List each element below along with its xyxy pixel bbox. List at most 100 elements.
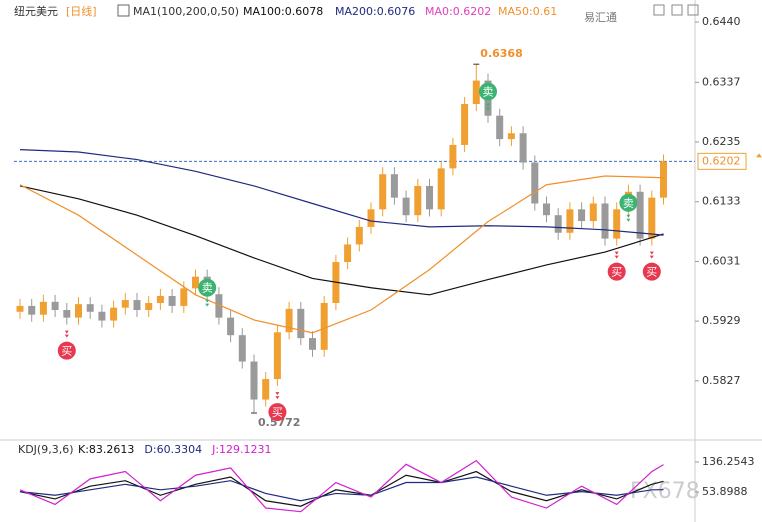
y-tick-label: 0.6440 <box>702 15 741 28</box>
series-line <box>19 149 664 236</box>
candle-body <box>250 361 258 400</box>
icon[interactable] <box>117 4 130 17</box>
candle-body <box>414 185 422 216</box>
tool-icon[interactable] <box>687 4 699 16</box>
indicator: MA1(100,200,0,50) <box>133 5 239 18</box>
candle-body <box>379 174 387 210</box>
signal-arrows <box>649 251 654 259</box>
candle-body <box>63 310 71 318</box>
candle-body <box>168 295 176 306</box>
legend-entry: K:83.2613 <box>78 443 134 456</box>
signal-label: 买 <box>611 266 622 279</box>
candle-body <box>320 302 328 350</box>
legend-entry: MA100:0.6078 <box>243 5 323 18</box>
candle-body <box>262 379 270 400</box>
candle-body <box>238 335 246 362</box>
candle-body <box>297 308 305 339</box>
plot-area <box>14 64 695 414</box>
candle-body <box>437 168 445 210</box>
y-tick-label: 0.6133 <box>702 195 741 208</box>
candle-body <box>285 308 293 333</box>
candle-body <box>390 174 398 198</box>
extreme-label: 0.6368 <box>480 47 522 60</box>
candle-body <box>227 317 235 336</box>
candle-body <box>355 226 363 245</box>
price-label: 0.6202 <box>702 154 741 167</box>
signal-marker <box>619 193 638 212</box>
signal-arrows <box>486 103 490 111</box>
candle-body <box>309 338 316 350</box>
candle-body <box>180 288 188 306</box>
candle-body <box>110 307 118 321</box>
series-line <box>19 185 664 296</box>
signal-arrows <box>614 251 619 259</box>
toolbar <box>653 4 699 16</box>
y-tick-label: 0.5827 <box>702 374 741 387</box>
signal-arrows <box>626 214 631 222</box>
candle-body <box>496 115 504 140</box>
signal-label: 卖 <box>483 86 494 99</box>
legend-entry: MA200:0.6076 <box>335 5 415 18</box>
candle-body <box>133 300 141 311</box>
candle-body <box>519 133 527 163</box>
y-tick-label: 0.6235 <box>702 135 741 148</box>
legend-entry: J:129.1231 <box>211 443 271 456</box>
period: [日线] <box>66 4 97 18</box>
extreme-label: 0.5772 <box>258 416 300 429</box>
candle-body <box>566 209 574 233</box>
candle-body <box>601 203 609 239</box>
candle-body <box>554 215 562 233</box>
chart-title: 纽元美元 <box>14 4 58 18</box>
signal-marker <box>198 278 217 297</box>
signal-arrows <box>275 392 280 400</box>
candle-body <box>648 197 656 239</box>
candle-body <box>461 103 469 145</box>
signal-label: 卖 <box>202 282 213 295</box>
series-line <box>19 459 664 513</box>
candle-body <box>121 300 129 308</box>
signal-label: 卖 <box>623 197 634 210</box>
candle-body <box>543 203 550 216</box>
candle-body <box>273 332 281 380</box>
candle-body <box>192 276 199 289</box>
candle-body <box>578 209 586 222</box>
series-line <box>19 476 664 502</box>
candle-body <box>86 304 94 312</box>
candle-body <box>28 305 36 315</box>
candle-body <box>531 162 539 204</box>
signal-marker <box>268 403 287 422</box>
kdj-title: KDJ(9,3,6) <box>18 443 74 456</box>
candle-body <box>472 80 480 104</box>
candle-body <box>39 301 47 315</box>
signal-marker <box>642 262 661 281</box>
candle-body <box>344 244 352 263</box>
candle-body <box>426 185 433 210</box>
y-tick-label: 136.2543 <box>702 455 755 468</box>
tool-icon[interactable] <box>653 4 665 16</box>
candle-body <box>156 295 164 303</box>
legend-entry: MA50:0.61 <box>498 5 557 18</box>
candle-body <box>636 191 644 239</box>
series-line <box>19 470 664 507</box>
candle-body <box>660 161 667 198</box>
candle-body <box>449 144 457 169</box>
price-box <box>697 152 747 170</box>
signal-marker <box>57 341 76 360</box>
candle-body <box>51 301 59 311</box>
signal-label: 买 <box>272 406 283 419</box>
candle-body <box>507 133 515 140</box>
signal-arrows <box>205 299 210 307</box>
y-tick-label: 0.5929 <box>702 314 741 327</box>
signal-arrows <box>64 330 69 338</box>
candle-body <box>75 304 82 318</box>
brand: 易汇通 <box>584 11 617 24</box>
legend-entry: MA0:0.6202 <box>425 5 491 18</box>
tool-icon[interactable] <box>671 4 683 16</box>
plot-area <box>19 459 664 513</box>
candle-body <box>613 209 621 239</box>
candle-body <box>215 294 223 318</box>
candle-body <box>367 209 375 227</box>
candle-body <box>98 311 106 321</box>
